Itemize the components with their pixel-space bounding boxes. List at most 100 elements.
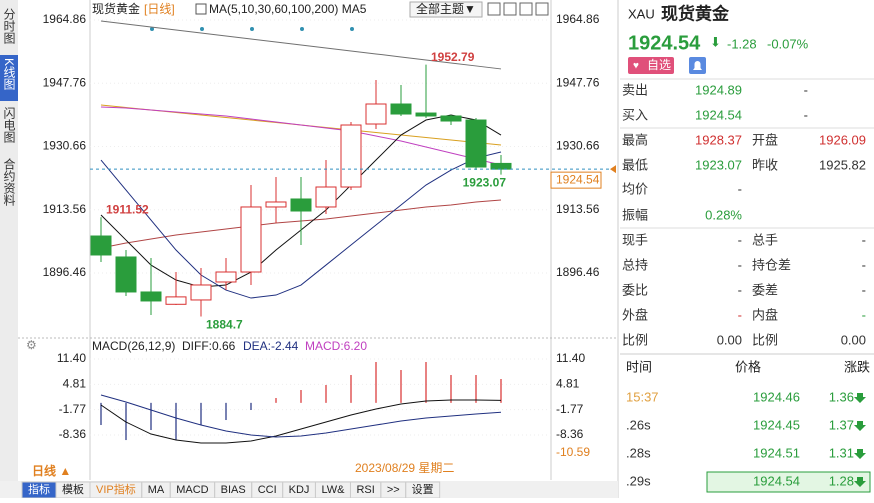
- quote-cell: 最高: [622, 132, 648, 147]
- candle-body: [365, 103, 387, 125]
- quote-cell: 买入: [622, 107, 648, 122]
- macd-min-label: -10.59: [556, 445, 590, 459]
- icon[interactable]: [535, 2, 549, 16]
- quote-cell: 1924.89: [695, 82, 742, 97]
- bottom-tab[interactable]: VIP指标: [96, 482, 136, 496]
- watch-button[interactable]: [628, 57, 674, 74]
- quote-cell: -: [804, 107, 808, 122]
- y-tick-label: 1947.76: [43, 75, 87, 89]
- candle-body: [340, 124, 362, 188]
- macd-dea-line: [100, 394, 502, 438]
- candle-body: [315, 186, 337, 208]
- bottom-tab[interactable]: CCI: [258, 484, 277, 496]
- macd-y-tick-label: 4.81: [63, 377, 87, 391]
- candle-body: [390, 103, 412, 115]
- quote-cell: 0.00: [841, 332, 866, 347]
- ma-line: [100, 106, 502, 166]
- quote-cell: 比例: [622, 332, 648, 347]
- icon[interactable]: [503, 2, 517, 16]
- bottom-tab[interactable]: >>: [387, 484, 400, 496]
- quote-cell: 1924.54: [695, 107, 742, 122]
- trade-time: .28s: [626, 445, 651, 460]
- last-price-label: 1924.54: [556, 172, 600, 186]
- last-price-box: [550, 171, 602, 189]
- watch-button-text[interactable]: 自选: [647, 58, 671, 72]
- quote-cell: -: [862, 282, 866, 297]
- down-arrow: [854, 393, 866, 403]
- bottom-tab[interactable]: MA: [148, 484, 165, 496]
- trade-price: 1924.45: [753, 417, 800, 432]
- candle-body: [190, 284, 212, 301]
- bottom-tab[interactable]: 指标: [28, 482, 50, 496]
- trade-time: 15:37: [626, 389, 659, 404]
- trades-header: 涨跌: [844, 359, 870, 374]
- trade-change: 1.37: [829, 417, 854, 432]
- quote-cell: 1926.09: [819, 132, 866, 147]
- trade-change: 1.36: [829, 389, 854, 404]
- tab-bar: [0, 481, 618, 498]
- sidebar-tab[interactable]: 分时图: [2, 8, 16, 44]
- trade-price: 1924.51: [753, 445, 800, 460]
- quote-cell: 昨收: [752, 157, 778, 172]
- sidebar-tab[interactable]: 闪电图: [2, 107, 16, 143]
- change-pct: -0.07%: [767, 36, 809, 51]
- quote-cell: 开盘: [752, 132, 778, 147]
- quote-cell: 0.28%: [705, 207, 742, 222]
- candle-body: [90, 235, 112, 256]
- icon: [195, 3, 207, 15]
- icon[interactable]: [519, 2, 533, 16]
- price-annotation: 1884.7: [206, 318, 243, 332]
- macd-header: MACD(26,12,9): [92, 339, 175, 353]
- y-tick-label: 1896.46: [43, 265, 87, 279]
- quote-cell: -: [738, 282, 742, 297]
- candle-body: [265, 201, 287, 208]
- sidebar-tab-active: [0, 55, 18, 101]
- quote-cell: -: [862, 307, 866, 322]
- theme-button-text[interactable]: 全部主题▼: [416, 1, 476, 16]
- quote-cell: -: [862, 257, 866, 272]
- down-arrow: [854, 477, 866, 487]
- bottom-tab[interactable]: 模板: [62, 482, 84, 496]
- ma-line: [100, 151, 502, 299]
- quote-cell: 1928.37: [695, 132, 742, 147]
- sidebar-tab[interactable]: 合约资料: [2, 157, 16, 206]
- quote-cell: -: [738, 232, 742, 247]
- quote-cell: 振幅: [622, 207, 648, 222]
- heart-icon[interactable]: ♥: [633, 61, 639, 72]
- dea-label: DEA:-2.44: [243, 339, 299, 353]
- bottom-tab[interactable]: 设置: [412, 483, 434, 496]
- bell-icon[interactable]: [693, 61, 702, 70]
- macd-y-tick-label: 11.40: [57, 351, 86, 365]
- sidebar-tab[interactable]: K线图: [2, 58, 16, 90]
- quote-cell: 总手: [752, 232, 778, 247]
- chart-name: 现货黄金: [92, 1, 140, 16]
- gear-icon[interactable]: ⚙: [26, 338, 37, 352]
- icon[interactable]: [487, 2, 501, 16]
- macd-y-tick-label-right: 4.81: [556, 377, 580, 391]
- bottom-tab[interactable]: RSI: [356, 484, 374, 496]
- candle-body: [290, 198, 312, 212]
- ma-label: MA(5,10,30,60,100,200) MA5: [209, 2, 367, 16]
- ma-line: [100, 20, 502, 70]
- bottom-tab[interactable]: LW&: [321, 484, 345, 496]
- candle-body: [465, 119, 487, 168]
- y-tick-label-right: 1930.66: [556, 139, 600, 153]
- change: -1.28: [727, 36, 757, 51]
- bottom-tab[interactable]: KDJ: [289, 484, 310, 496]
- quote-cell: 委差: [752, 282, 778, 297]
- candle-body: [440, 115, 462, 122]
- theme-button[interactable]: [409, 1, 483, 18]
- last-price-pointer: [610, 165, 616, 174]
- period: [日线]: [144, 2, 175, 16]
- bottom-tab[interactable]: MACD: [176, 484, 208, 496]
- bottom-tab[interactable]: BIAS: [221, 484, 246, 496]
- quote-cell: 1925.82: [819, 157, 866, 172]
- candle-body: [215, 271, 237, 283]
- y-tick-label-right: 1947.76: [556, 75, 600, 89]
- trade-highlight: [706, 471, 871, 493]
- footer-period[interactable]: 日线 ▲: [32, 463, 71, 478]
- y-tick-label: 1930.66: [43, 139, 87, 153]
- macd-label: MACD:6.20: [305, 339, 367, 353]
- trade-time: .29s: [626, 473, 651, 488]
- candle-body: [240, 206, 262, 273]
